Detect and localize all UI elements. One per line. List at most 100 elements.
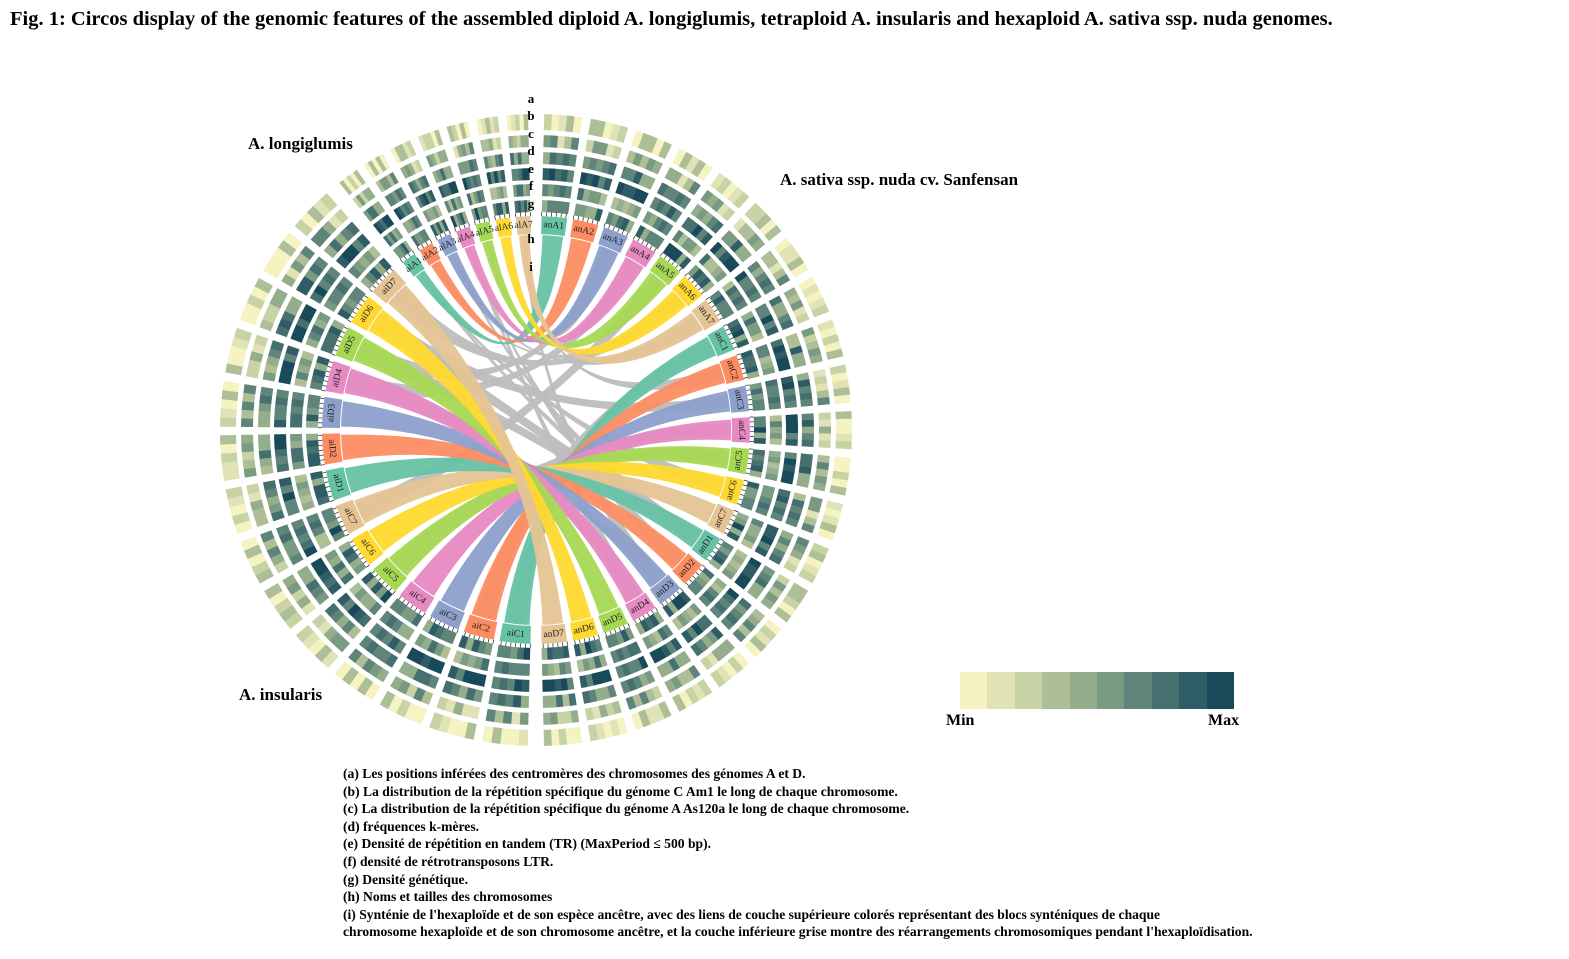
chromosome-band bbox=[351, 296, 383, 332]
feature-track-cell bbox=[565, 115, 575, 133]
feature-track-cell bbox=[398, 661, 412, 676]
feature-track-cell bbox=[615, 648, 626, 662]
feature-track-cell bbox=[361, 189, 373, 202]
feature-track-cell bbox=[695, 207, 709, 222]
chromosome-tick bbox=[321, 389, 326, 392]
feature-track-cell bbox=[620, 662, 632, 677]
feature-track-cell bbox=[553, 184, 561, 198]
chromosome-tick bbox=[605, 632, 607, 637]
feature-track-cell bbox=[341, 666, 359, 686]
feature-track-cell bbox=[833, 463, 851, 474]
feature-track-cell bbox=[421, 192, 431, 206]
feature-tracks bbox=[220, 114, 852, 746]
feature-track-cell bbox=[313, 317, 328, 330]
feature-track-cell bbox=[415, 195, 424, 209]
feature-track-cell bbox=[422, 619, 434, 634]
feature-track-cell bbox=[742, 618, 756, 633]
feature-track-cell bbox=[358, 191, 370, 204]
feature-track-cell bbox=[685, 626, 699, 640]
feature-track-cell bbox=[705, 630, 719, 645]
feature-track-cell bbox=[304, 269, 319, 283]
feature-track-cell bbox=[327, 581, 342, 595]
feature-track-cell bbox=[584, 707, 595, 721]
chromosome-tick bbox=[504, 214, 506, 219]
feature-track-cell bbox=[731, 553, 745, 566]
feature-track-cell bbox=[356, 677, 374, 696]
feature-track-cell bbox=[773, 606, 792, 623]
feature-track-cell bbox=[341, 619, 356, 635]
feature-track-cell bbox=[665, 205, 678, 220]
feature-track-cell bbox=[394, 602, 408, 616]
feature-track-cell bbox=[727, 186, 744, 204]
chromosome-label: alA7 bbox=[514, 220, 533, 231]
feature-track-cell bbox=[296, 594, 312, 609]
feature-track-cell bbox=[832, 379, 850, 390]
feature-track-cell bbox=[729, 323, 743, 334]
feature-track-cell bbox=[306, 446, 320, 454]
feature-track-cell bbox=[740, 349, 754, 359]
feature-track-cell bbox=[776, 573, 791, 587]
chromosome-band bbox=[672, 276, 703, 307]
feature-track-cell bbox=[651, 685, 663, 700]
feature-track-cell bbox=[260, 386, 274, 397]
chromosome-tick bbox=[483, 218, 486, 223]
feature-track-cell bbox=[268, 590, 288, 607]
feature-track-cell bbox=[546, 200, 554, 213]
feature-track-cell bbox=[520, 135, 525, 148]
feature-track-cell bbox=[349, 556, 363, 570]
feature-track-cell bbox=[554, 678, 562, 692]
feature-track-cell bbox=[440, 628, 451, 642]
feature-track-cell bbox=[335, 637, 350, 653]
chromosome-tick bbox=[676, 590, 680, 595]
feature-track-cell bbox=[502, 711, 513, 724]
feature-track-cell bbox=[246, 294, 266, 310]
feature-track-cell bbox=[784, 452, 797, 460]
feature-track-cell bbox=[310, 557, 325, 571]
feature-track-cell bbox=[493, 116, 500, 133]
chromosome-tick bbox=[429, 239, 433, 244]
feature-track-cell bbox=[354, 653, 369, 669]
feature-track-cell bbox=[371, 644, 386, 660]
feature-track-cell bbox=[358, 592, 373, 606]
chromosome-tick bbox=[736, 353, 741, 356]
feature-track-cell bbox=[785, 516, 799, 528]
feature-track-cell bbox=[260, 465, 274, 475]
feature-track-cell bbox=[602, 177, 613, 191]
feature-track-cell bbox=[508, 135, 514, 149]
feature-track-cell bbox=[665, 640, 677, 655]
feature-track-cell bbox=[367, 160, 380, 177]
feature-track-cell bbox=[300, 212, 319, 230]
feature-track-cell bbox=[387, 635, 401, 651]
synteny-link bbox=[354, 466, 717, 524]
feature-track-cell bbox=[290, 259, 306, 274]
legend-line: (d) fréquences k-mères. bbox=[343, 818, 480, 834]
feature-track-cell bbox=[384, 214, 395, 227]
feature-track-cell bbox=[662, 604, 675, 618]
feature-track-cell bbox=[657, 219, 669, 233]
feature-track-cell bbox=[504, 201, 510, 215]
feature-track-cell bbox=[274, 434, 287, 443]
feature-track-cell bbox=[481, 725, 494, 743]
feature-track-cell bbox=[610, 650, 620, 664]
feature-track-cell bbox=[741, 496, 756, 506]
feature-track-cell bbox=[446, 630, 457, 645]
feature-track-cell bbox=[313, 284, 328, 298]
chromosome-tick bbox=[621, 230, 624, 235]
chromosome-tick bbox=[665, 600, 669, 604]
feature-track-cell bbox=[290, 331, 305, 343]
feature-track-cell bbox=[442, 680, 454, 695]
feature-track-cell bbox=[323, 244, 339, 259]
chromosome-tick bbox=[663, 255, 667, 259]
feature-track-cell bbox=[625, 696, 637, 710]
feature-track-cell bbox=[340, 571, 355, 585]
feature-track-cell bbox=[682, 177, 695, 192]
chromosome-tick bbox=[745, 384, 750, 387]
feature-track-cell bbox=[691, 159, 707, 178]
chromosome-tick bbox=[653, 248, 657, 252]
feature-track-cell bbox=[614, 631, 625, 645]
feature-track-cell bbox=[464, 160, 472, 173]
chromosome-tick bbox=[597, 634, 600, 639]
feature-track-cell bbox=[247, 552, 266, 568]
feature-track-cell bbox=[526, 200, 531, 213]
feature-track-cell bbox=[291, 454, 305, 463]
